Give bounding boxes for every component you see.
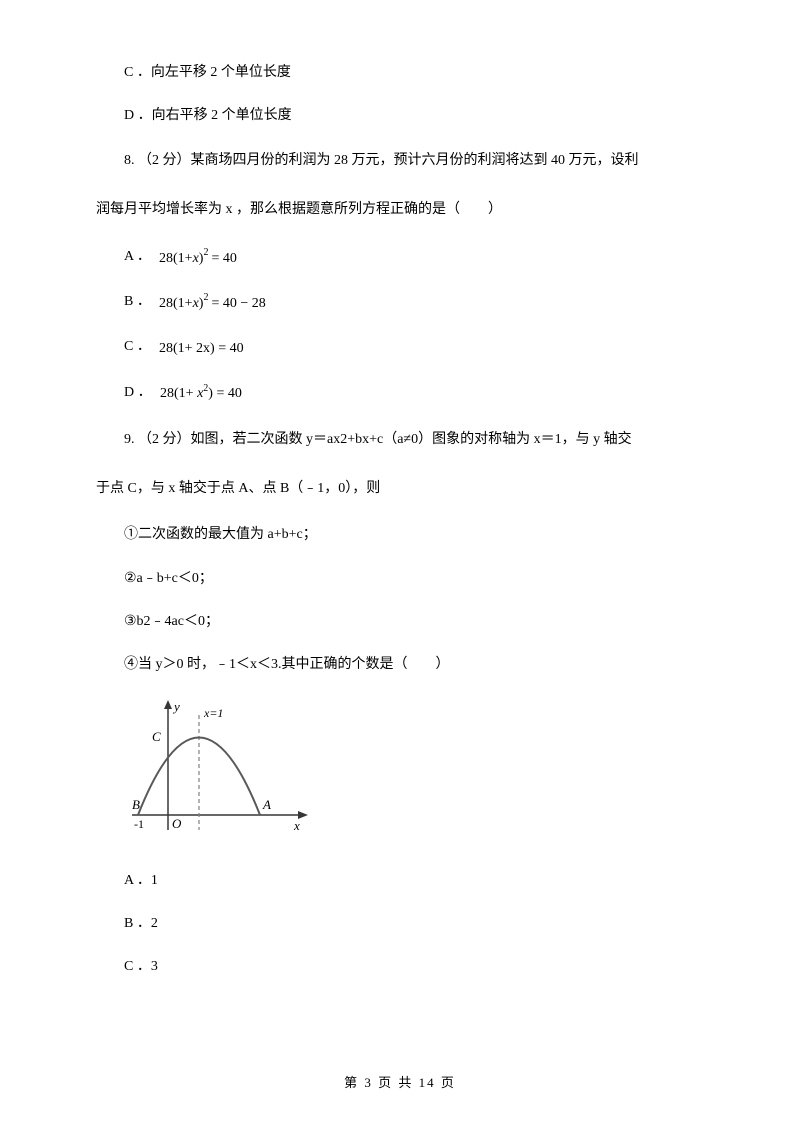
x-label: x	[293, 818, 300, 833]
parabola-curve	[138, 738, 260, 816]
q8-option-a-label: A ．	[96, 244, 151, 269]
q8-option-b: B ． 28(1+x)2= 40 − 28	[96, 289, 704, 314]
q7-option-c: C ．向左平移 2 个单位长度	[96, 60, 704, 85]
q8-option-c: C ． 28(1+ 2x) = 40	[96, 334, 704, 359]
q9-option-a: A ．1	[96, 868, 704, 893]
x1-label: x=1	[203, 706, 223, 720]
svg-text:28(1+ x2) = 40: 28(1+ x2) = 40	[160, 383, 242, 401]
q8-option-d: D ． 28(1+ x2) = 40	[96, 380, 704, 405]
q9-option-c: C ．3	[96, 954, 704, 979]
c-label: C	[152, 729, 161, 744]
page-footer: 第 3 页 共 14 页	[0, 1071, 800, 1094]
parabola-graph: y x=1 C B A O -1 x	[124, 695, 314, 850]
q8-eq-b: 28(1+x)2= 40 − 28	[159, 290, 319, 314]
q9-option-b: B ．2	[96, 911, 704, 936]
q9-stem-line2: 于点 C，与 x 轴交于点 A、点 B（﹣1，0），则	[96, 474, 704, 505]
q8-stem-line2: 润每月平均增长率为 x ，那么根据题意所列方程正确的是（ ）	[96, 195, 704, 226]
q8-option-c-label: C ．	[96, 334, 151, 359]
q8-eq-d: 28(1+ x2) = 40	[160, 380, 290, 404]
q9-item2: ②a﹣b+c＜0；	[96, 566, 704, 591]
y-label: y	[172, 699, 180, 714]
svg-text:28(1+x)2= 40 − 28: 28(1+x)2= 40 − 28	[159, 292, 266, 311]
svg-text:28(1+ 2x) = 40: 28(1+ 2x) = 40	[159, 341, 244, 356]
svg-text:28(1+x)2= 40: 28(1+x)2= 40	[159, 247, 237, 266]
o-label: O	[172, 816, 182, 831]
q9-stem-line1: 9. （2 分）如图，若二次函数 y＝ax2+bx+c（a≠0）图象的对称轴为 …	[96, 425, 704, 456]
q8-stem-line1: 8. （2 分）某商场四月份的利润为 28 万元，预计六月份的利润将达到 40 …	[96, 146, 704, 177]
q8-option-b-label: B ．	[96, 289, 151, 314]
y-axis-arrow	[164, 700, 172, 709]
q9-item1: ①二次函数的最大值为 a+b+c；	[96, 522, 704, 547]
q8-option-a: A ． 28(1+x)2= 40	[96, 244, 704, 269]
q8-option-d-label: D ．	[96, 380, 152, 405]
q8-eq-a: 28(1+x)2= 40	[159, 245, 279, 269]
q8-eq-c: 28(1+ 2x) = 40	[159, 335, 289, 359]
neg1-label: -1	[134, 817, 144, 831]
a-label: A	[262, 797, 271, 812]
q9-item4: ④当 y＞0 时，﹣1＜x＜3.其中正确的个数是（ ）	[96, 652, 704, 677]
q9-item3: ③b2﹣4ac＜0；	[96, 609, 704, 634]
q9-graph: y x=1 C B A O -1 x	[124, 695, 704, 850]
q7-option-d: D ．向右平移 2 个单位长度	[96, 103, 704, 128]
b-label: B	[132, 797, 140, 812]
